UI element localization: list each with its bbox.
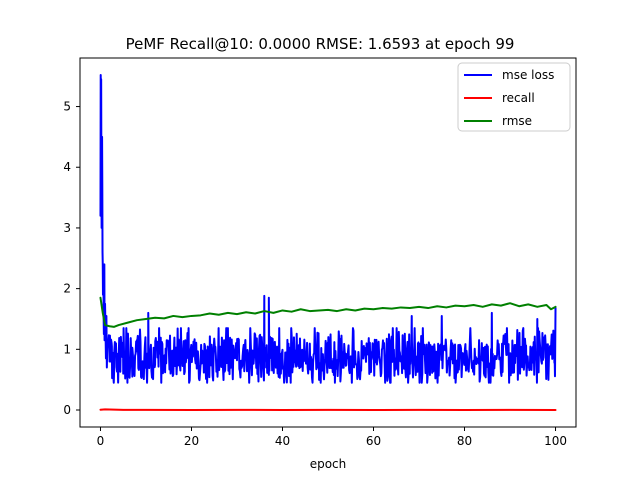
y-tick-label: 4 xyxy=(63,160,71,174)
x-tick-label: 80 xyxy=(457,434,472,448)
legend: mse loss recall rmse xyxy=(457,62,571,132)
recall-series-line xyxy=(99,408,557,411)
x-axis-label: epoch xyxy=(310,457,347,471)
y-tick-label: 1 xyxy=(63,342,71,356)
legend-label: rmse xyxy=(502,114,532,128)
legend-label: recall xyxy=(502,91,535,105)
y-tick-label: 2 xyxy=(63,282,71,296)
legend-box xyxy=(457,62,571,132)
y-tick-label: 5 xyxy=(63,100,71,114)
x-axis: 0 20 40 60 80 100 xyxy=(97,427,567,448)
x-tick-label: 0 xyxy=(97,434,105,448)
x-tick-label: 100 xyxy=(544,434,567,448)
plot-area xyxy=(99,73,557,411)
x-tick-label: 20 xyxy=(184,434,199,448)
x-tick-label: 40 xyxy=(275,434,290,448)
x-tick-label: 60 xyxy=(366,434,381,448)
plot-frame xyxy=(79,57,577,428)
y-tick-label: 0 xyxy=(63,403,71,417)
y-axis: 0 1 2 3 4 5 xyxy=(63,100,80,417)
rmse-series-line xyxy=(99,296,557,328)
y-tick-label: 3 xyxy=(63,221,71,235)
mse-loss-series-line xyxy=(99,73,557,384)
chart-title: PeMF Recall@10: 0.0000 RMSE: 1.6593 at e… xyxy=(126,35,515,53)
legend-label: mse loss xyxy=(502,68,554,82)
